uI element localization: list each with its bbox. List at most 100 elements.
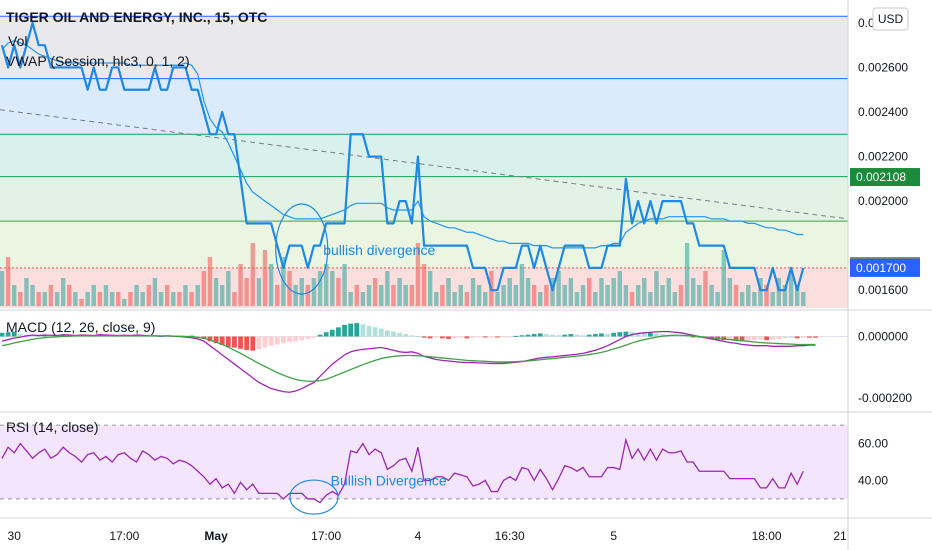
volume-bar	[24, 278, 29, 306]
time-axis-tick: 5	[610, 529, 617, 543]
rsi-panel[interactable]: Bullish Divergence	[0, 424, 848, 515]
time-axis-tick: 4	[415, 529, 422, 543]
level-band	[0, 16, 848, 79]
volume-bar	[507, 278, 512, 306]
macd-histogram-bar	[476, 336, 482, 338]
volume-bar	[220, 285, 225, 306]
macd-histogram-bar	[391, 331, 396, 337]
macd-histogram-bar	[42, 335, 48, 337]
price-annotation: bullish divergence	[323, 242, 435, 258]
trend-line	[0, 109, 849, 220]
macd-panel[interactable]	[0, 323, 848, 393]
currency-button[interactable]: USD	[872, 7, 909, 31]
volume-bar	[593, 292, 598, 306]
macd-histogram-bar	[415, 335, 421, 337]
volume-bar	[525, 278, 531, 306]
macd-histogram-bar	[238, 336, 243, 349]
macd-histogram-bar	[378, 328, 384, 337]
macd-histogram-bar	[440, 336, 445, 339]
volume-bar	[146, 285, 152, 306]
volume-bar	[415, 243, 421, 306]
macd-histogram-bar	[219, 336, 225, 346]
volume-bar	[794, 285, 800, 306]
volume-bar	[648, 292, 653, 306]
volume-bar	[213, 278, 219, 306]
chart-title: TIGER OIL AND ENERGY, INC., 15, OTC	[6, 9, 267, 25]
macd-histogram-bar	[317, 334, 323, 337]
macd-histogram-bar	[293, 336, 299, 342]
macd-histogram-bar	[782, 336, 788, 339]
macd-histogram-bar	[48, 335, 54, 337]
volume-bar	[550, 278, 555, 306]
macd-histogram-bar	[17, 334, 23, 337]
macd-histogram-bar	[605, 334, 610, 337]
volume-bar	[617, 271, 622, 306]
macd-histogram-bar	[580, 335, 586, 337]
macd-histogram-bar	[323, 332, 329, 337]
macd-histogram-bar	[488, 336, 494, 338]
volume-bar	[317, 271, 323, 306]
macd-histogram-bar	[543, 334, 549, 337]
macd-histogram-bar	[421, 336, 427, 338]
volume-bar	[42, 292, 48, 306]
macd-histogram-bar	[427, 336, 433, 339]
volume-bar	[140, 292, 145, 306]
macd-legend: MACD (12, 26, close, 9)	[6, 319, 155, 335]
vwap-line	[1, 40, 804, 249]
macd-histogram-bar	[507, 336, 513, 338]
volume-bar	[746, 285, 751, 306]
volume-bar	[452, 292, 457, 306]
price-axis-tick: 0.001600	[858, 283, 908, 297]
volume-bar	[366, 285, 372, 306]
volume-bar	[268, 264, 274, 306]
price-axis-tick: 0.002000	[858, 194, 908, 208]
macd-histogram-bar	[5, 332, 11, 337]
macd-axis-tick: -0.000200	[858, 391, 912, 405]
volume-bar	[733, 285, 739, 306]
vol-legend: Vol	[8, 33, 27, 49]
volume-bar	[758, 278, 763, 306]
rsi-band	[0, 425, 848, 499]
volume-bar	[262, 250, 268, 306]
level-band	[0, 78, 848, 135]
macd-histogram-bar	[30, 335, 35, 337]
macd-histogram-bar	[623, 331, 629, 337]
volume-bar	[782, 285, 788, 306]
volume-bar	[152, 278, 158, 306]
rsi-axis-tick: 60.00	[858, 437, 888, 451]
currency-button-label: USD	[878, 12, 904, 26]
macd-histogram-bar	[525, 334, 531, 337]
macd-histogram-bar	[678, 335, 684, 337]
macd-histogram-bar	[225, 336, 231, 347]
macd-histogram-bar	[654, 333, 659, 337]
volume-bar	[30, 285, 35, 306]
macd-histogram-bar	[727, 336, 733, 340]
volume-bar	[342, 264, 347, 306]
macd-histogram-bar	[788, 336, 794, 338]
volume-bar	[91, 285, 96, 306]
macd-histogram-bar	[733, 336, 739, 341]
time-axis-tick: 18:00	[752, 529, 782, 543]
macd-histogram-bar	[354, 323, 360, 337]
volume-bar	[568, 278, 574, 306]
macd-histogram-bar	[348, 323, 354, 337]
volume-bar	[715, 292, 720, 306]
divergence-ellipse	[275, 203, 329, 295]
macd-histogram-bar	[807, 336, 812, 338]
volume-bar	[12, 285, 17, 306]
macd-histogram-bar	[446, 336, 451, 339]
price-panel[interactable]: bullish divergence	[0, 15, 849, 308]
volume-bar	[574, 292, 580, 306]
macd-histogram-bar	[684, 336, 690, 338]
volume-bar	[544, 285, 549, 306]
price-tag	[850, 168, 920, 187]
volume-bar	[67, 285, 72, 306]
volume-bar	[476, 285, 482, 306]
macd-histogram-bar	[501, 336, 506, 338]
volume-bar	[556, 271, 561, 306]
volume-bar	[48, 285, 54, 306]
macd-histogram-bar	[360, 324, 366, 337]
macd-histogram-bar	[274, 336, 280, 345]
volume-bar	[275, 285, 280, 306]
